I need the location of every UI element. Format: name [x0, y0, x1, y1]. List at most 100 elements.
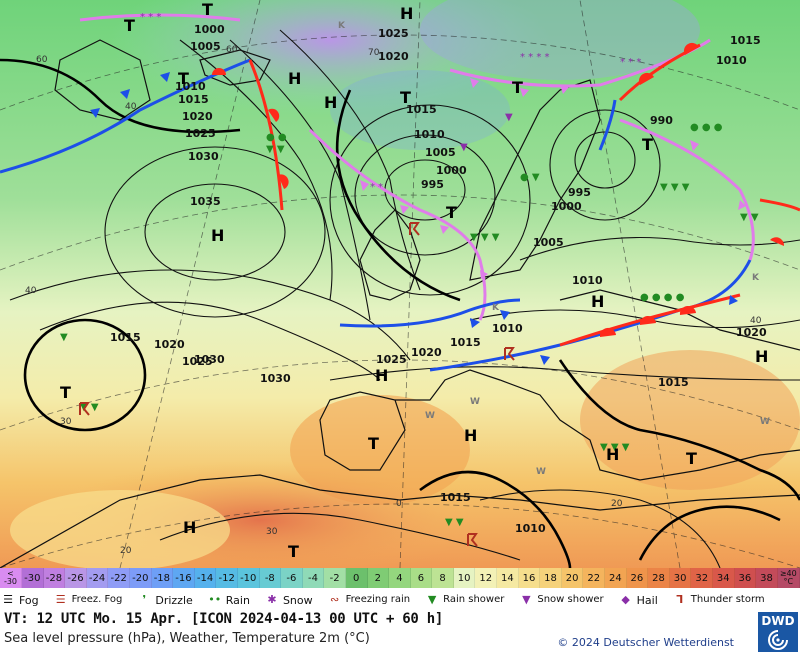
- isobar-label: 1030: [194, 353, 225, 366]
- isobar-label: 1005: [425, 146, 456, 159]
- svg-text:▼ ▼ ▼: ▼ ▼ ▼: [470, 232, 500, 243]
- scale-cell: 4: [389, 568, 411, 588]
- scale-cell: -16: [173, 568, 195, 588]
- occluded-front-east: [619, 118, 755, 261]
- weather-letter: K: [492, 303, 500, 313]
- thick-isobars: [0, 58, 800, 568]
- scale-cell: 26: [626, 568, 649, 588]
- scale-cell: -20: [129, 568, 152, 588]
- weather-letter: K: [752, 273, 760, 283]
- temperature-labels: 60 60 70 40 40 30 20 20 30 0 40: [25, 45, 762, 556]
- high-center: H: [606, 445, 619, 464]
- isobar-label: 1010: [716, 54, 747, 67]
- scale-cell: 32: [691, 568, 713, 588]
- scale-cell: 14: [497, 568, 519, 588]
- scale-cell: 16: [518, 568, 541, 588]
- legend-freezing-rain: ∾ Freezing rain: [327, 593, 410, 607]
- scale-cell: -26: [65, 568, 87, 588]
- isobar-label: 1030: [260, 372, 291, 385]
- graticule: [0, 0, 800, 568]
- isobar-label: 1010: [175, 80, 206, 93]
- legend-panel: < -30 -30 -28 -26 -24 -22 -20 -18 -16 -14 -12 -10 -8-…: [0, 568, 800, 653]
- weather-symbols: ● ● ▼ ▼ ▼ ▼ ▼ ● ▼ ● ● ● ● ▼ ▼ ▼ ● ● ● ▼ …: [60, 122, 759, 528]
- pressure-centers: H H H H H H H H H H T T T T T T T T T T …: [60, 0, 768, 561]
- snow-shower-icon: ▼: [522, 593, 531, 606]
- coastlines: [0, 39, 800, 568]
- temp-label: 0: [396, 499, 402, 509]
- low-center: T: [446, 203, 457, 222]
- copyright-notice: © 2024 Deutscher Wetterdienst: [557, 636, 734, 649]
- legend-label: Hail: [636, 593, 658, 607]
- scale-cell: 18: [540, 568, 562, 588]
- svg-text:● ▼: ● ▼: [520, 172, 540, 183]
- high-center: H: [288, 69, 301, 88]
- thunderstorm-symbols: [79, 222, 515, 547]
- isobar-label: 1020: [154, 338, 185, 351]
- scale-cell: -10: [237, 568, 260, 588]
- weather-letter: W: [536, 467, 546, 477]
- weather-letter: W: [470, 397, 480, 407]
- low-center: T: [512, 78, 523, 97]
- isobars: [9, 29, 800, 568]
- legend-label: Drizzle: [155, 593, 193, 607]
- dwd-logo: DWD: [758, 612, 798, 652]
- temp-label: 30: [60, 417, 72, 427]
- low-center: T: [400, 88, 411, 107]
- scale-cell-min: < -30: [0, 568, 22, 588]
- high-center: H: [464, 426, 477, 445]
- scale-cell: -30: [22, 568, 44, 588]
- scale-cell: -4: [302, 568, 325, 588]
- svg-text:▼ ▼: ▼ ▼: [266, 144, 285, 155]
- scale-cell: 30: [669, 568, 692, 588]
- low-center: T: [124, 16, 135, 35]
- warm-front-atlantic: [248, 59, 284, 211]
- isobar-label: 1015: [730, 34, 761, 47]
- svg-text:* * *: * * *: [140, 12, 161, 23]
- scale-cell: -2: [324, 568, 346, 588]
- svg-text:▼ ▼ ▼: ▼ ▼ ▼: [660, 182, 690, 193]
- warm-region-balkans: [580, 350, 800, 490]
- isobar-label: 1030: [188, 150, 219, 163]
- isobar-label: 1005: [533, 236, 564, 249]
- scale-cell: -8: [259, 568, 282, 588]
- scale-cell: 36: [734, 568, 757, 588]
- legend-label: Rain: [225, 593, 250, 607]
- scale-cell: 12: [475, 568, 498, 588]
- low-center: T: [288, 542, 299, 561]
- temp-label: 20: [120, 546, 132, 556]
- svg-text:▼ ▼: ▼ ▼: [740, 212, 759, 223]
- svg-text:▼ ▼: ▼ ▼: [445, 517, 464, 528]
- low-center: T: [202, 0, 213, 19]
- freezing-rain-icon: ∾: [330, 593, 340, 606]
- svg-text:▼: ▼: [505, 112, 513, 123]
- isobar-label: 1020: [411, 346, 442, 359]
- svg-text:▼: ▼: [460, 142, 468, 153]
- snow-icon: ✱: [267, 593, 277, 606]
- scale-cell: -12: [216, 568, 238, 588]
- legend-label: Fog: [19, 593, 39, 607]
- legend-snow: ✱ Snow: [264, 593, 312, 607]
- occluded-front-northsea: [308, 128, 487, 321]
- legend-fog: ☰ Fog: [0, 593, 39, 607]
- isobar-label: 1000: [551, 200, 582, 213]
- scale-cell: -22: [108, 568, 130, 588]
- dwd-logo-text: DWD: [761, 614, 795, 628]
- scale-cell: 22: [583, 568, 606, 588]
- scale-cell-max: ≥40 °C: [777, 568, 800, 588]
- isobar-label: 1010: [572, 274, 603, 287]
- isobar-label: 1010: [414, 128, 445, 141]
- valid-time-line: VT: 12 UTC Mo. 15 Apr. [ICON 2024-04-13 …: [4, 611, 443, 627]
- snow-symbols: * * * * * * * * * * ▼ ▼ * *: [140, 12, 641, 193]
- isobar-label: 1015: [658, 376, 689, 389]
- rain-shower-icon: ▼: [427, 593, 437, 606]
- high-center: H: [375, 366, 388, 385]
- freezing-fog-icon: ☰: [55, 593, 66, 606]
- isobar-label: 1015: [440, 491, 471, 504]
- scale-cell: -28: [43, 568, 66, 588]
- thunderstorm-icon: Ꞁ: [676, 593, 684, 606]
- weather-map: ● ● ▼ ▼ ▼ ▼ ▼ ● ▼ ● ● ● ● ▼ ▼ ▼ ● ● ● ▼ …: [0, 0, 800, 568]
- svg-text:▼ ▼ ▼: ▼ ▼ ▼: [600, 442, 630, 453]
- svg-text:* * *: * * *: [620, 57, 641, 68]
- scale-cell: -24: [86, 568, 109, 588]
- scale-cell: 0: [345, 568, 368, 588]
